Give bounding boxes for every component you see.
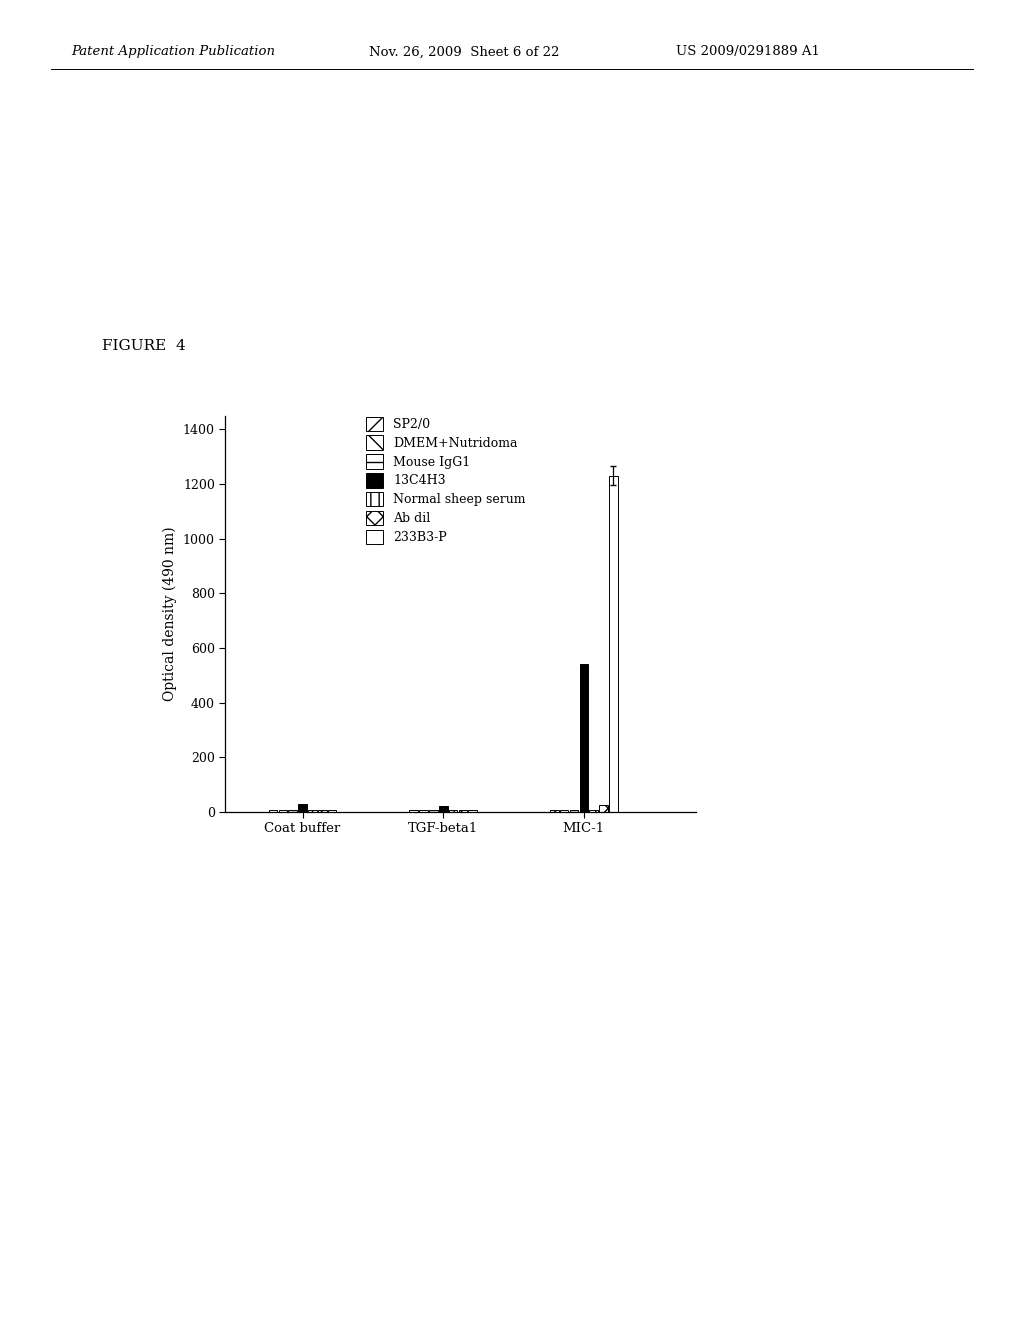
Bar [459,810,467,812]
Text: Nov. 26, 2009  Sheet 6 of 22: Nov. 26, 2009 Sheet 6 of 22 [369,45,559,58]
Bar [590,809,598,812]
Bar [429,809,437,812]
Bar [298,804,307,812]
Bar [289,809,297,812]
Bar [609,477,617,812]
Bar [569,809,579,812]
Bar [580,664,588,812]
Text: Patent Application Publication: Patent Application Publication [72,45,275,58]
Bar [268,810,278,812]
Bar [279,810,288,812]
Bar [410,810,418,812]
Bar [419,810,428,812]
Text: US 2009/0291889 A1: US 2009/0291889 A1 [676,45,820,58]
Bar [449,810,458,812]
Bar [439,805,447,812]
Bar [328,810,337,812]
Text: FIGURE  4: FIGURE 4 [102,339,186,352]
Bar [308,810,316,812]
Bar [468,810,477,812]
Bar [599,805,608,812]
Bar [318,810,327,812]
Y-axis label: Optical density (490 nm): Optical density (490 nm) [163,527,177,701]
Bar [560,809,568,812]
Legend: SP2/0, DMEM+Nutridoma, Mouse IgG1, 13C4H3, Normal sheep serum, Ab dil, 233B3-P: SP2/0, DMEM+Nutridoma, Mouse IgG1, 13C4H… [364,414,528,546]
Bar [550,809,559,812]
